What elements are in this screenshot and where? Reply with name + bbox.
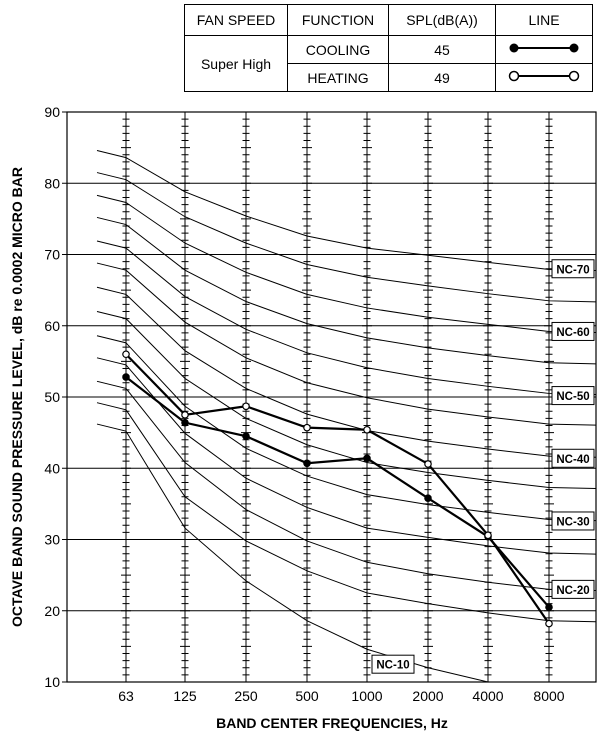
nc-label-box — [551, 511, 595, 531]
y-tick-label: 20 — [44, 603, 60, 619]
nc-curve — [96, 286, 597, 458]
spl-heating: 49 — [388, 63, 496, 92]
nc-label-box — [551, 386, 595, 406]
line-sample-cooling — [495, 35, 593, 64]
nc-curve — [96, 194, 597, 334]
nc-label: NC-50 — [556, 391, 589, 403]
nc-curve — [96, 402, 597, 623]
y-axis-title: OCTAVE BAND SOUND PRESSURE LEVEL, dB re … — [9, 167, 25, 627]
legend-table: FAN SPEED FUNCTION SPL(dB(A)) LINE Super… — [184, 4, 593, 92]
spl-cooling: 45 — [388, 35, 496, 64]
point-heating — [242, 402, 250, 411]
nc-label: NC-60 — [556, 327, 589, 339]
y-tick-label: 90 — [44, 104, 60, 120]
point-cooling — [303, 459, 311, 468]
x-tick-label: 8000 — [533, 688, 564, 704]
nc-label-box — [551, 321, 595, 341]
x-axis-title: BAND CENTER FREQUENCIES, Hz — [216, 715, 448, 731]
point-cooling — [181, 418, 189, 427]
x-tick-label: 2000 — [412, 688, 443, 704]
y-tick-label: 80 — [44, 175, 60, 191]
point-heating — [484, 531, 492, 540]
nc-curve — [96, 311, 597, 490]
line-sample-heating — [495, 63, 593, 92]
nc-label: NC-20 — [556, 585, 589, 597]
nc-label: NC-70 — [556, 264, 589, 276]
x-tick-label: 63 — [118, 688, 134, 704]
function-heating: HEATING — [287, 63, 389, 92]
y-tick-label: 30 — [44, 532, 60, 548]
point-heating — [303, 423, 311, 432]
point-cooling — [122, 373, 130, 381]
x-tick-label: 1000 — [351, 688, 382, 704]
nc-curve — [96, 335, 597, 522]
header-function: FUNCTION — [287, 4, 389, 36]
series-line-cooling — [125, 376, 550, 608]
point-cooling — [424, 494, 432, 502]
nc-curve — [96, 216, 597, 365]
x-tick-label: 4000 — [472, 688, 503, 704]
nc-curves — [96, 149, 597, 682]
nc-label-box — [551, 579, 595, 599]
nc-label: NC-30 — [556, 516, 589, 528]
nc-curve — [96, 380, 597, 591]
nc-label: NC-40 — [556, 454, 589, 466]
filled-circle-line-icon — [509, 43, 579, 53]
point-cooling — [242, 432, 250, 440]
x-tick-label: 500 — [295, 688, 319, 704]
nc-label-box — [551, 259, 595, 279]
y-tick-label: 10 — [44, 674, 60, 690]
point-heating — [545, 619, 553, 628]
header-fan-speed: FAN SPEED — [184, 4, 288, 36]
y-tick-label: 70 — [44, 247, 60, 263]
x-tick-label: 250 — [234, 688, 258, 704]
nc-label-box — [371, 654, 415, 674]
y-tick-label: 60 — [44, 318, 60, 334]
point-heating — [424, 460, 432, 468]
point-heating — [363, 425, 371, 434]
x-tick-label: 125 — [173, 688, 197, 704]
series-line-heating — [125, 353, 550, 625]
point-cooling — [545, 603, 553, 611]
point-heating — [181, 411, 189, 419]
open-circle-line-icon — [508, 70, 580, 82]
y-tick-label: 40 — [44, 460, 60, 476]
nc-curve — [96, 149, 597, 272]
point-heating — [122, 350, 130, 359]
nc-curve — [96, 172, 597, 303]
nc-curve — [96, 262, 597, 426]
header-line: LINE — [495, 4, 593, 36]
point-cooling — [363, 454, 371, 463]
nc-label-box — [551, 448, 595, 468]
nc-curve — [96, 240, 597, 396]
nc-label: NC-10 — [376, 660, 409, 672]
nc-curve — [96, 423, 571, 682]
y-tick-label: 50 — [44, 389, 60, 405]
